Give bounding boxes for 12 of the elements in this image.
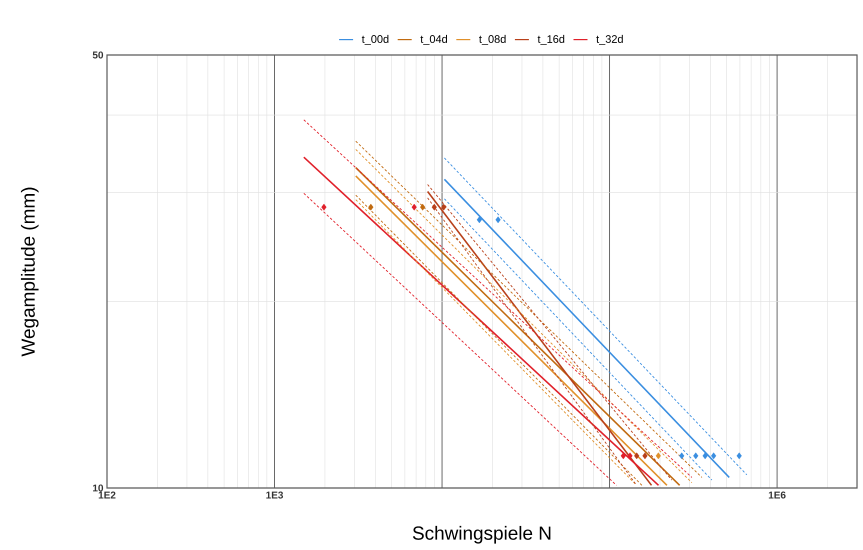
legend-label: t_08d — [479, 34, 506, 45]
legend-label: t_04d — [420, 34, 448, 45]
x-axis-title: Schwingspiele N — [412, 526, 550, 544]
legend-label: t_00d — [362, 34, 388, 45]
y-tick-label: 50 — [92, 51, 104, 59]
y-axis-title: Wegamplitude (mm) — [20, 188, 39, 356]
legend-label: t_16d — [538, 34, 564, 45]
x-tick-label: 1E6 — [768, 492, 786, 499]
x-tick-label: 1E2 — [98, 492, 116, 498]
y-tick-label: 10 — [93, 484, 104, 492]
x-tick-label: 1E3 — [266, 492, 284, 499]
legend-label: t_32d — [596, 34, 623, 45]
